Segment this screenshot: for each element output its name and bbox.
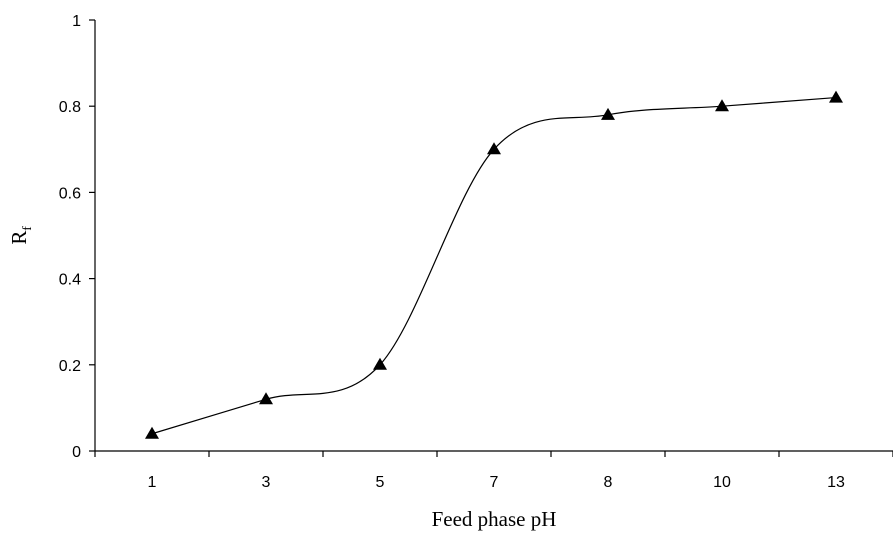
x-tick-label: 1 <box>148 474 157 491</box>
y-tick-label: 0.8 <box>59 99 81 116</box>
data-point-marker <box>829 90 843 103</box>
y-tick-label: 0.4 <box>59 272 81 289</box>
y-axis-ticks: 0 0.2 0.4 0.6 0.8 1 <box>59 13 95 461</box>
data-point-marker <box>487 142 501 155</box>
y-axis-title-main: R <box>7 231 31 245</box>
data-point-marker <box>601 107 615 120</box>
y-tick-label: 1 <box>72 13 81 30</box>
y-tick-label: 0.2 <box>59 358 81 375</box>
y-tick-label: 0.6 <box>59 185 81 202</box>
data-point-marker <box>715 99 729 112</box>
x-tick-label: 7 <box>490 474 499 491</box>
series-markers <box>145 90 843 439</box>
y-tick-label: 0 <box>72 444 81 461</box>
x-tick-label: 8 <box>604 474 613 491</box>
x-axis-ticks: 1 3 5 7 8 10 13 <box>94 451 893 491</box>
y-axis-title-subscript: f <box>19 226 34 231</box>
x-tick-label: 13 <box>827 474 845 491</box>
data-point-marker <box>145 426 159 439</box>
data-point-marker <box>373 357 387 370</box>
x-tick-label: 5 <box>376 474 385 491</box>
x-tick-label: 3 <box>262 474 271 491</box>
x-tick-label: 10 <box>713 474 731 491</box>
x-axis-title: Feed phase pH <box>432 507 557 531</box>
y-axis-title: Rf <box>7 226 34 245</box>
data-point-marker <box>259 392 273 405</box>
